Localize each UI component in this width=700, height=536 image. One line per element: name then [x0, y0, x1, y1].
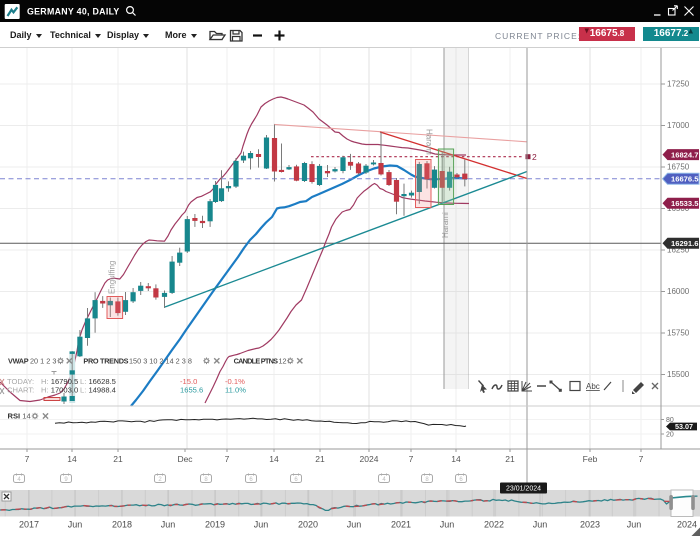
svg-text:Dec: Dec	[177, 454, 193, 464]
svg-text:RSI 14: RSI 14	[8, 412, 31, 421]
svg-text:6: 6	[294, 477, 298, 483]
svg-text:Jun: Jun	[440, 520, 455, 530]
svg-text:2021: 2021	[391, 520, 411, 530]
svg-text:16824.7: 16824.7	[671, 150, 698, 159]
svg-text:Jun: Jun	[627, 520, 642, 530]
svg-text:PRO TRENDS: PRO TRENDS	[83, 357, 128, 366]
svg-text:Jun: Jun	[533, 520, 548, 530]
svg-text:7: 7	[409, 454, 414, 464]
svg-text:Jun: Jun	[347, 520, 362, 530]
svg-text:L: 14988.4: L: 14988.4	[80, 386, 116, 395]
svg-text:15500: 15500	[667, 370, 690, 379]
svg-text:14: 14	[451, 454, 461, 464]
svg-text:H: 16790.5: H: 16790.5	[41, 377, 78, 386]
svg-text:Jun: Jun	[254, 520, 269, 530]
svg-text:4: 4	[382, 477, 386, 483]
svg-text:2022: 2022	[484, 520, 504, 530]
svg-text:2: 2	[158, 477, 162, 483]
svg-text:6: 6	[459, 477, 463, 483]
svg-text:6: 6	[249, 477, 253, 483]
svg-text:16533.5: 16533.5	[671, 199, 699, 208]
svg-text:TODAY:: TODAY:	[7, 377, 34, 386]
svg-text:7: 7	[225, 454, 230, 464]
svg-text:Jun: Jun	[161, 520, 176, 530]
svg-text:8: 8	[425, 477, 429, 483]
svg-text:16000: 16000	[667, 287, 690, 296]
svg-text:20: 20	[666, 431, 674, 438]
svg-text:21: 21	[315, 454, 325, 464]
svg-text:2024: 2024	[677, 520, 697, 530]
svg-text:80: 80	[666, 417, 674, 424]
svg-text:21: 21	[113, 454, 123, 464]
svg-text:Harami: Harami	[441, 212, 450, 238]
svg-text:7: 7	[639, 454, 644, 464]
svg-text:20 1 2 3: 20 1 2 3	[30, 357, 56, 366]
svg-text:1655.6: 1655.6	[180, 386, 203, 395]
svg-text:9: 9	[64, 477, 68, 483]
svg-text:8: 8	[204, 477, 208, 483]
svg-text:17000: 17000	[667, 121, 690, 130]
svg-text:CHART:: CHART:	[7, 386, 34, 395]
svg-text:CANDLE PTNS: CANDLE PTNS	[234, 357, 279, 366]
svg-text:Engulfing: Engulfing	[108, 261, 117, 294]
svg-text:-0.1%: -0.1%	[225, 377, 245, 386]
svg-text:16291.6: 16291.6	[671, 239, 698, 248]
svg-text:2018: 2018	[112, 520, 132, 530]
svg-text:Feb: Feb	[583, 454, 598, 464]
svg-text:2017: 2017	[19, 520, 39, 530]
svg-text:53.07: 53.07	[675, 422, 693, 431]
svg-text:Jun: Jun	[68, 520, 83, 530]
svg-text:11.0%: 11.0%	[225, 386, 246, 395]
svg-text:VWAP: VWAP	[8, 357, 29, 366]
svg-text:16250: 16250	[667, 246, 690, 255]
svg-text:7: 7	[25, 454, 30, 464]
svg-text:14: 14	[67, 454, 77, 464]
svg-text:L: 16628.5: L: 16628.5	[80, 377, 116, 386]
svg-text:2020: 2020	[298, 520, 318, 530]
svg-text:H: 17003.0: H: 17003.0	[41, 386, 78, 395]
svg-text:14: 14	[269, 454, 279, 464]
svg-text:16750: 16750	[667, 163, 690, 172]
svg-text:4: 4	[17, 477, 21, 483]
svg-text:12: 12	[279, 357, 287, 366]
svg-text:2023: 2023	[580, 520, 600, 530]
svg-text:-15.0: -15.0	[180, 377, 197, 386]
svg-text:Harami: Harami	[425, 129, 434, 155]
svg-text:Abc: Abc	[586, 382, 600, 391]
svg-text:2019: 2019	[205, 520, 225, 530]
svg-text:15750: 15750	[667, 329, 690, 338]
svg-text:2: 2	[532, 152, 537, 162]
svg-text:150 3 10 2 14 2 3 8: 150 3 10 2 14 2 3 8	[129, 357, 192, 366]
svg-text:17250: 17250	[667, 80, 690, 89]
svg-text:21: 21	[505, 454, 515, 464]
svg-text:2024: 2024	[360, 454, 379, 464]
svg-text:16676.5: 16676.5	[671, 175, 699, 184]
svg-text:23/01/2024: 23/01/2024	[506, 486, 541, 493]
svg-text:GERMANY 40, DAILY: GERMANY 40, DAILY	[27, 7, 120, 17]
